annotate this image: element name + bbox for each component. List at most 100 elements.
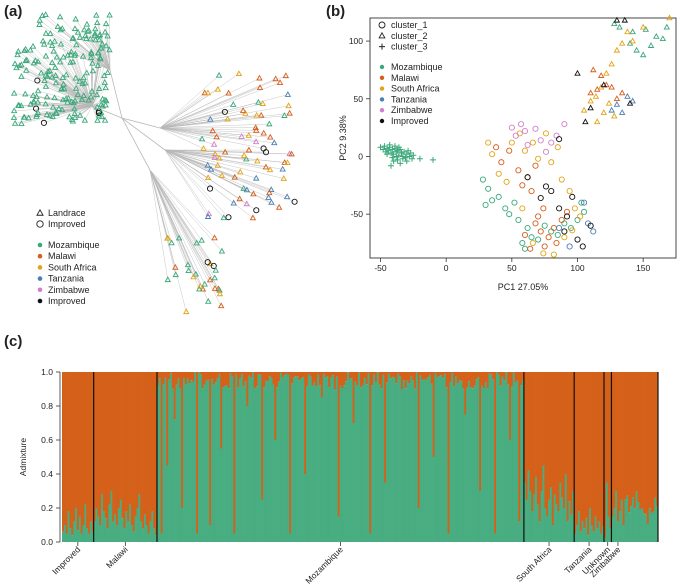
admixture-bar-orange (130, 372, 134, 525)
tree-tip (96, 32, 103, 39)
admixture-bar-green (559, 482, 562, 542)
admixture-bar-orange (110, 372, 113, 491)
admixture-bar-orange (523, 372, 527, 483)
pca-point (626, 99, 634, 106)
tree-branch (149, 169, 215, 239)
admixture-bar-orange (654, 372, 657, 498)
pca-scatter-plot: -50 0 50 100 150 -50 0 50 100 cluster_1cluster_2… (338, 14, 677, 292)
admixture-bar-green (572, 491, 575, 542)
tree-tip (47, 30, 54, 36)
tree-tip (63, 71, 70, 78)
admixture-bar-orange (501, 372, 504, 377)
pca-point (540, 250, 547, 257)
admixture-bar-green (117, 508, 121, 542)
admixture-bar-orange (369, 372, 372, 534)
admixture-bar-green (391, 376, 394, 542)
admixture-bar-green (317, 374, 320, 542)
admixture-bar-green (88, 533, 91, 542)
admixture-bar-orange (322, 372, 325, 375)
pca-point (537, 194, 544, 202)
tree-tip (71, 105, 78, 112)
admixture-bar-orange (156, 372, 160, 386)
tree-branch (159, 127, 217, 138)
pca-point (524, 224, 531, 232)
tree-legend-dot (37, 242, 43, 248)
admixture-bar-green (225, 384, 229, 542)
tree-tip (93, 11, 100, 18)
admixture-bar-green (631, 497, 635, 542)
pca-legend-dot (379, 86, 385, 91)
admixture-bar-orange (320, 372, 324, 398)
tree-branch (159, 110, 244, 129)
admixture-bar-orange (564, 372, 568, 474)
admixture-bar-orange (430, 372, 433, 384)
tree-tip (256, 84, 264, 90)
tree-tip (58, 85, 65, 92)
admixture-bar-green (523, 482, 527, 542)
admixture-bar-green (302, 377, 305, 542)
admixture-bar-orange (563, 372, 566, 508)
pca-point (608, 106, 615, 113)
pca-point (511, 199, 518, 206)
admixture-bar-green (410, 376, 413, 542)
admixture-bar-green (563, 508, 566, 542)
admixture-bar-orange (121, 372, 124, 519)
admixture-bars (62, 372, 659, 542)
tree-legend-dot (37, 265, 43, 270)
pca-point (548, 228, 555, 235)
admixture-bar-orange (205, 372, 208, 381)
admixture-bar-green (84, 504, 87, 542)
admixture-bar-orange (555, 372, 558, 505)
tree-tip (266, 166, 274, 173)
admixture-bar-green (430, 383, 433, 542)
pca-point (554, 231, 561, 238)
tree-tip (225, 214, 232, 221)
admixture-bar-green (97, 516, 100, 542)
pca-point (653, 32, 660, 39)
tree-tip (221, 148, 229, 155)
tree-tip (210, 140, 218, 147)
pca-point (569, 227, 576, 234)
admixture-bar-orange (155, 372, 158, 536)
admixture-bar-green (577, 511, 581, 542)
admixture-bar-orange (75, 372, 78, 508)
admixture-bar-green (468, 381, 471, 542)
pca-point (587, 104, 594, 111)
admixture-bar-green (350, 378, 353, 542)
tree-tip (71, 114, 79, 121)
admixture-bar-orange (533, 372, 536, 495)
admixture-bar-orange (590, 372, 594, 525)
admixture-bar-orange (445, 372, 448, 388)
tree-branch (16, 67, 93, 107)
admixture-bar-orange (71, 372, 74, 536)
pca-point (498, 159, 505, 166)
tree-tip (18, 73, 25, 79)
admixture-bar-green (268, 376, 271, 542)
admixture-bar-orange (207, 372, 210, 380)
pca-point (550, 224, 557, 232)
tree-branch (164, 149, 288, 164)
admixture-bar-green (650, 512, 653, 542)
tree-tip (286, 109, 293, 116)
tree-tip (36, 16, 43, 23)
admixture-bar-orange (332, 372, 335, 376)
pca-point (384, 151, 391, 158)
admixture-bar-orange (389, 372, 392, 379)
tree-tip (85, 26, 93, 33)
admixture-bar-orange (412, 372, 415, 381)
pca-point (391, 143, 398, 150)
admixture-bar-orange (212, 372, 216, 385)
admixture-group-label: Improved (50, 544, 82, 576)
pca-point (629, 28, 636, 35)
tree-branch (77, 32, 111, 71)
admixture-bar-orange (145, 372, 148, 525)
admixture-bar-green (406, 380, 409, 542)
tree-tip (252, 126, 260, 133)
tree-branch (15, 105, 93, 124)
admixture-bar-orange (462, 372, 465, 389)
tree-tip (260, 129, 267, 136)
admixture-bar-green (369, 533, 372, 542)
tree-tip (11, 119, 19, 126)
tree-branch (164, 149, 229, 218)
tree-branch (149, 169, 180, 239)
